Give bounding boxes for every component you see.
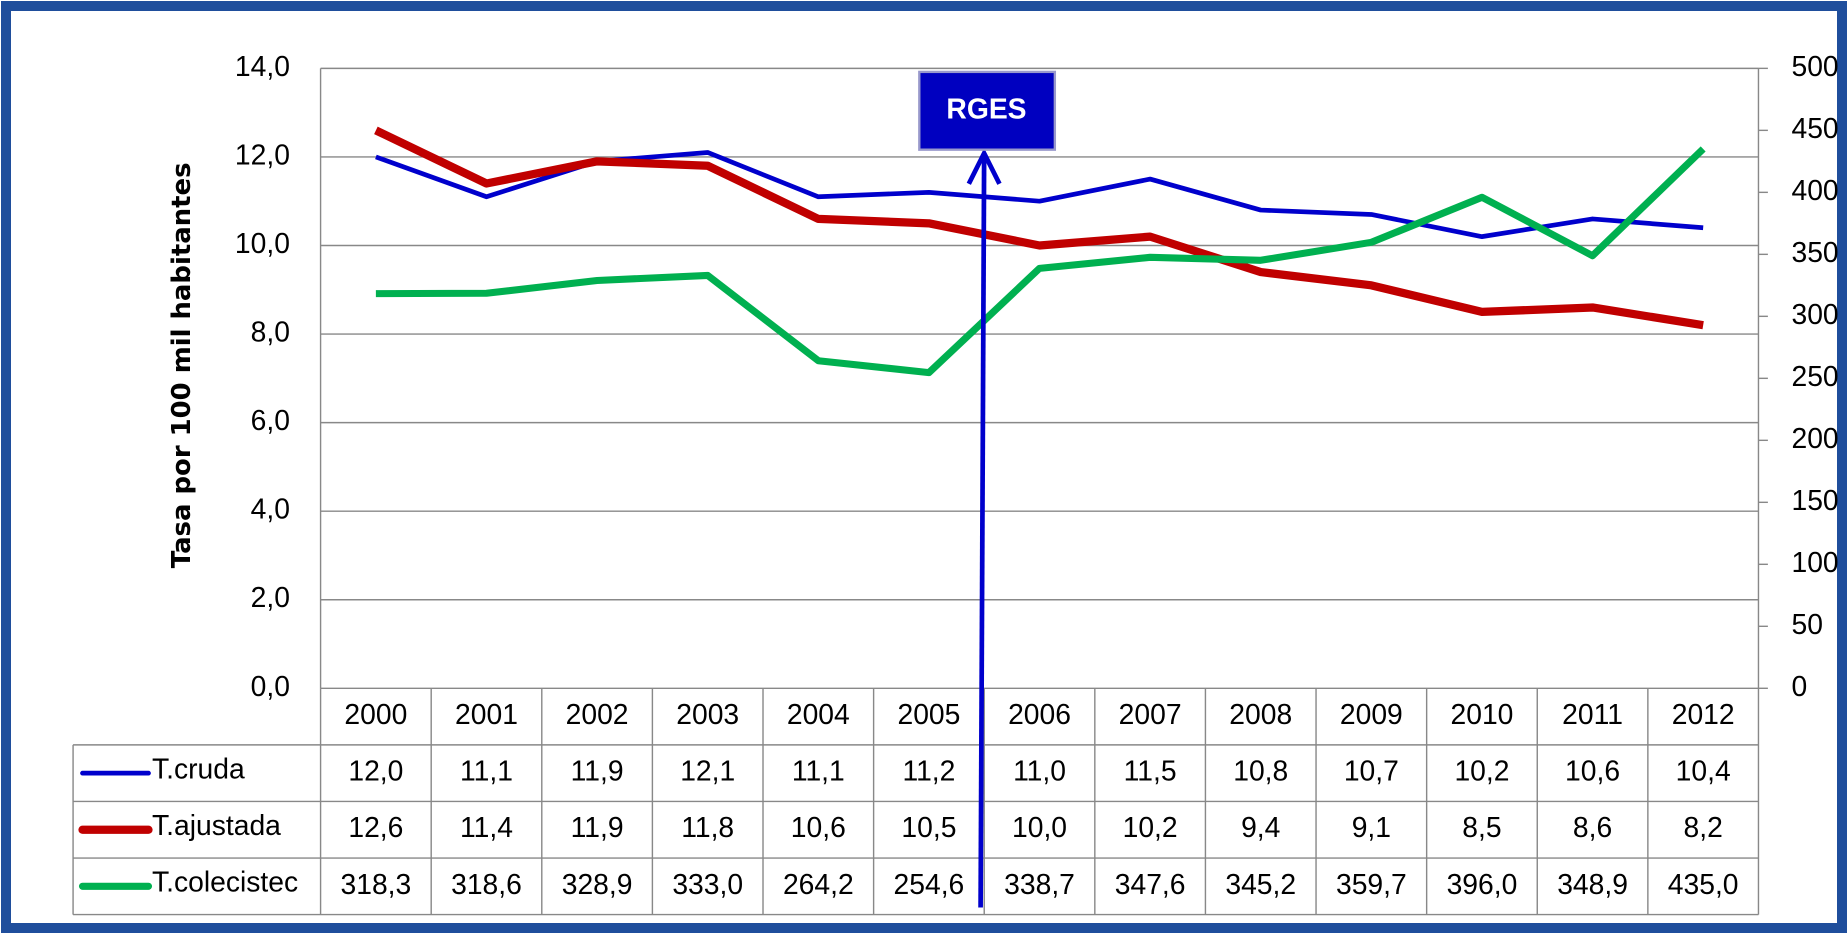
y2-tick-label: 200 — [1791, 422, 1838, 454]
x-tick-label: 2008 — [1229, 698, 1292, 730]
value-label: 11,9 — [571, 811, 624, 843]
value-label: 10,5 — [901, 811, 956, 843]
value-label: 264,2 — [783, 868, 854, 900]
x-tick-label: 2009 — [1340, 698, 1403, 730]
y-tick-label: 10,0 — [235, 227, 290, 259]
y2-tick-label: 250 — [1791, 360, 1838, 392]
annotation-arrow — [978, 155, 987, 908]
series-line — [374, 126, 1704, 330]
x-tick-label: 2005 — [897, 698, 960, 730]
y2-tick-label: 500 — [1791, 50, 1838, 82]
value-label: 10,0 — [1012, 811, 1067, 843]
x-tick-label: 2011 — [1562, 698, 1623, 730]
value-label: 11,5 — [1124, 755, 1177, 787]
value-label: 12,0 — [348, 755, 403, 787]
y2-tick-label: 150 — [1791, 484, 1838, 516]
value-label: 11,8 — [681, 811, 734, 843]
x-tick-label: 2001 — [455, 698, 518, 730]
y2-tick-label: 350 — [1791, 236, 1838, 268]
value-label: 348,9 — [1557, 868, 1628, 900]
annotation-text: RGES — [946, 92, 1026, 124]
legend-label: T.ajustada — [152, 809, 281, 841]
annotation-arrowhead — [966, 147, 1002, 185]
value-label: 338,7 — [1004, 868, 1075, 900]
value-label: 9,4 — [1241, 811, 1280, 843]
value-label: 8,5 — [1462, 811, 1501, 843]
value-label: 11,1 — [792, 755, 845, 787]
x-tick-label: 2006 — [1008, 698, 1071, 730]
x-tick-label: 2003 — [676, 698, 739, 730]
value-label: 11,2 — [902, 755, 955, 787]
y-tick-label: 2,0 — [251, 581, 290, 613]
value-label: 10,6 — [791, 811, 846, 843]
y-tick-label: 14,0 — [235, 50, 290, 82]
annotation-box — [918, 70, 1057, 151]
y-tick-label: 0,0 — [251, 670, 290, 702]
value-label: 435,0 — [1668, 868, 1739, 900]
value-label: 11,4 — [460, 811, 513, 843]
y2-tick-label: 100 — [1791, 546, 1838, 578]
y-tick-label: 12,0 — [235, 138, 290, 170]
value-label: 318,6 — [451, 868, 522, 900]
y-tick-label: 6,0 — [251, 404, 290, 436]
value-label: 11,1 — [460, 755, 513, 787]
value-label: 359,7 — [1336, 868, 1407, 900]
plot-area: Tasa por 100 mil habitantes 0,0 2,0 4,0 6,0… — [72, 50, 1839, 916]
y2-tick-label: 50 — [1791, 608, 1822, 640]
y2-tick-label: 0 — [1791, 670, 1807, 702]
y-tick-label: 8,0 — [251, 316, 290, 348]
x-tick-label: 2012 — [1672, 698, 1735, 730]
value-label: 10,8 — [1233, 755, 1288, 787]
y-axis-title: Tasa por 100 mil habitantes — [167, 162, 197, 568]
value-label: 345,2 — [1225, 868, 1296, 900]
value-label: 318,3 — [341, 868, 412, 900]
value-label: 10,7 — [1344, 755, 1399, 787]
value-label: 12,6 — [348, 811, 403, 843]
value-label: 328,9 — [562, 868, 633, 900]
x-tick-label: 2000 — [344, 698, 407, 730]
y2-tick-label: 300 — [1791, 298, 1838, 330]
x-tick-label: 2004 — [787, 698, 850, 730]
value-label: 12,1 — [680, 755, 735, 787]
value-label: 10,4 — [1676, 755, 1731, 787]
value-label: 11,0 — [1013, 755, 1066, 787]
y2-tick-label: 400 — [1791, 174, 1838, 206]
x-tick-label: 2007 — [1119, 698, 1182, 730]
legend-label: T.colecistec — [152, 865, 298, 897]
y-tick-label: 4,0 — [251, 493, 290, 525]
y2-tick-label: 450 — [1791, 112, 1838, 144]
x-tick-label: 2010 — [1451, 698, 1514, 730]
value-label: 9,1 — [1352, 811, 1391, 843]
value-label: 11,9 — [571, 755, 624, 787]
value-label: 10,2 — [1123, 811, 1178, 843]
legend-label: T.cruda — [152, 752, 245, 784]
value-label: 8,2 — [1684, 811, 1723, 843]
value-label: 333,0 — [672, 868, 743, 900]
value-label: 254,6 — [894, 868, 965, 900]
value-label: 347,6 — [1115, 868, 1186, 900]
value-label: 10,2 — [1454, 755, 1509, 787]
x-tick-label: 2002 — [566, 698, 629, 730]
value-label: 396,0 — [1447, 868, 1518, 900]
series-line — [375, 146, 1706, 377]
value-label: 10,6 — [1565, 755, 1620, 787]
value-label: 8,6 — [1573, 811, 1612, 843]
